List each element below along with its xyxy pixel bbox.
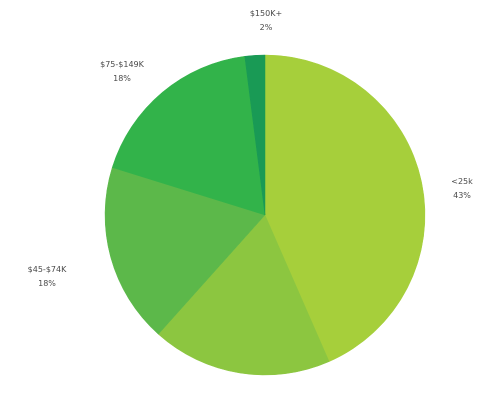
pie-slices <box>104 54 426 376</box>
slice-category-label: $45-$74K <box>28 265 67 274</box>
slice-category-label: <25k <box>451 177 473 186</box>
slice-category-label: $75-$149K <box>100 60 145 69</box>
pie-slice <box>244 54 266 216</box>
pie-slice <box>157 214 330 376</box>
slice-percent-label: 18% <box>38 279 56 288</box>
slice-percent-label: 18% <box>113 74 131 83</box>
pie-slice <box>104 167 266 335</box>
slice-percent-label: 43% <box>453 191 471 200</box>
slice-percent-label: 2% <box>260 23 273 32</box>
pie-slice <box>111 56 266 216</box>
slice-category-label: $150K+ <box>250 9 282 18</box>
pie-slice <box>264 54 426 362</box>
pie-labels: <25k 43% $45-$74K 18% $75-$149K 18% $150K+ 2% <box>28 9 473 288</box>
